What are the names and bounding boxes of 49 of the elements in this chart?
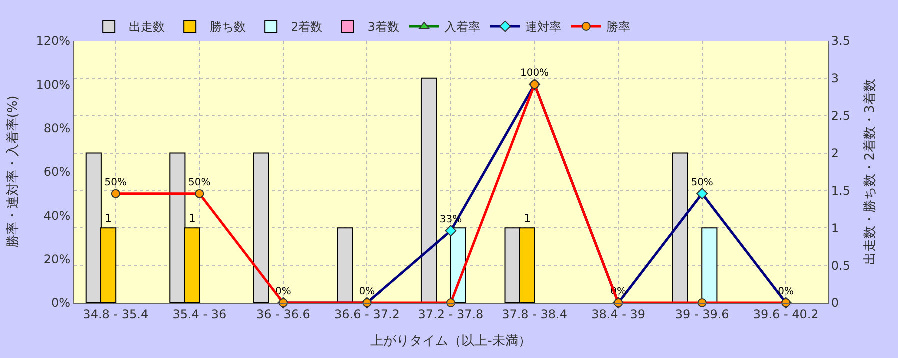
data-label: 0% — [778, 286, 794, 298]
data-label: 50% — [188, 177, 211, 188]
y-tick-label: 60% — [44, 165, 71, 180]
data-label: 0% — [276, 286, 292, 298]
y-tick-label: 0% — [52, 296, 71, 310]
data-label: 0% — [359, 286, 376, 298]
y2-tick-label: 1.5 — [831, 184, 850, 198]
bar — [702, 228, 718, 303]
data-label: 1 — [105, 212, 112, 226]
bar — [253, 152, 270, 303]
legend-label: 勝率 — [606, 20, 630, 34]
x-tick-label: 35.4 - 36 — [172, 307, 227, 322]
y2-tick-label: 3.5 — [831, 34, 850, 48]
x-tick-label: 36 - 36.6 — [256, 307, 310, 322]
x-tick-label: 36.6 - 37.2 — [334, 307, 400, 322]
legend-label: 連対率 — [525, 20, 562, 34]
x-axis-title: 上がりタイム（以上-未満） — [370, 334, 532, 349]
bar — [420, 78, 438, 303]
legend-label: 2着数 — [291, 20, 323, 34]
y-axis-title: 勝率・連対率・入着率(%) — [5, 96, 22, 248]
y-tick-label: 40% — [44, 208, 71, 223]
bar — [337, 228, 354, 303]
x-tick-label: 37.8 - 38.4 — [502, 307, 568, 322]
legend-label: 入着率 — [444, 20, 480, 34]
data-label: 50% — [691, 177, 714, 188]
data-label: 100% — [520, 68, 550, 80]
bar — [672, 152, 688, 303]
y2-tick-label: 0.5 — [831, 258, 850, 273]
x-tick-label: 39.6 - 40.2 — [753, 307, 819, 322]
x-tick-label: 39 - 39.6 — [675, 307, 730, 322]
legend-label: 3着数 — [368, 20, 400, 34]
y-tick-label: 20% — [44, 252, 71, 267]
x-tick-label: 34.8 - 35.4 — [83, 307, 149, 322]
legend-label: 勝ち数 — [210, 20, 246, 34]
y2-tick-label: 0 — [831, 296, 840, 310]
y2-tick-label: 2.5 — [831, 109, 850, 124]
y2-tick-label: 3 — [831, 72, 840, 86]
x-tick-label: 37.2 - 37.8 — [418, 307, 484, 322]
y2-axis-title: 出走数・勝ち数・2着数・3着数 — [862, 79, 878, 265]
legend-label: 出走数 — [129, 20, 166, 34]
y-tick-label: 100% — [36, 78, 71, 92]
y2-tick-label: 1 — [831, 221, 840, 236]
data-label: 50% — [104, 177, 128, 188]
data-label: 1 — [188, 212, 196, 226]
data-label: 1 — [524, 212, 531, 226]
y2-tick-label: 2 — [831, 146, 840, 160]
y-tick-label: 80% — [44, 122, 71, 136]
x-tick-label: 38.4 - 39 — [592, 307, 646, 322]
y-tick-label: 120% — [36, 34, 71, 48]
